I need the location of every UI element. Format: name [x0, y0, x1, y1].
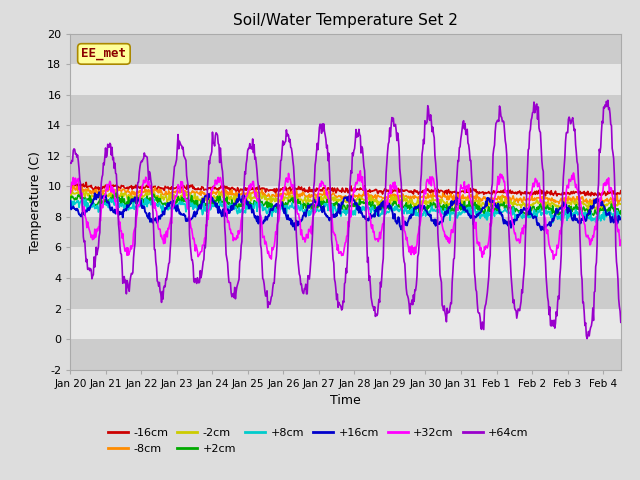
X-axis label: Time: Time	[330, 394, 361, 407]
Bar	[70, 156, 621, 186]
Text: EE_met: EE_met	[81, 48, 127, 60]
Bar	[70, 247, 621, 278]
Bar	[70, 125, 621, 156]
Bar	[70, 217, 621, 247]
Bar	[70, 186, 621, 217]
Bar	[70, 34, 621, 64]
Bar	[70, 278, 621, 309]
Bar	[70, 309, 621, 339]
Title: Soil/Water Temperature Set 2: Soil/Water Temperature Set 2	[233, 13, 458, 28]
Legend: -16cm, -8cm, -2cm, +2cm, +8cm, +16cm, +32cm, +64cm: -16cm, -8cm, -2cm, +2cm, +8cm, +16cm, +3…	[103, 424, 533, 458]
Bar	[70, 339, 621, 370]
Bar	[70, 64, 621, 95]
Y-axis label: Temperature (C): Temperature (C)	[29, 151, 42, 252]
Bar	[70, 95, 621, 125]
